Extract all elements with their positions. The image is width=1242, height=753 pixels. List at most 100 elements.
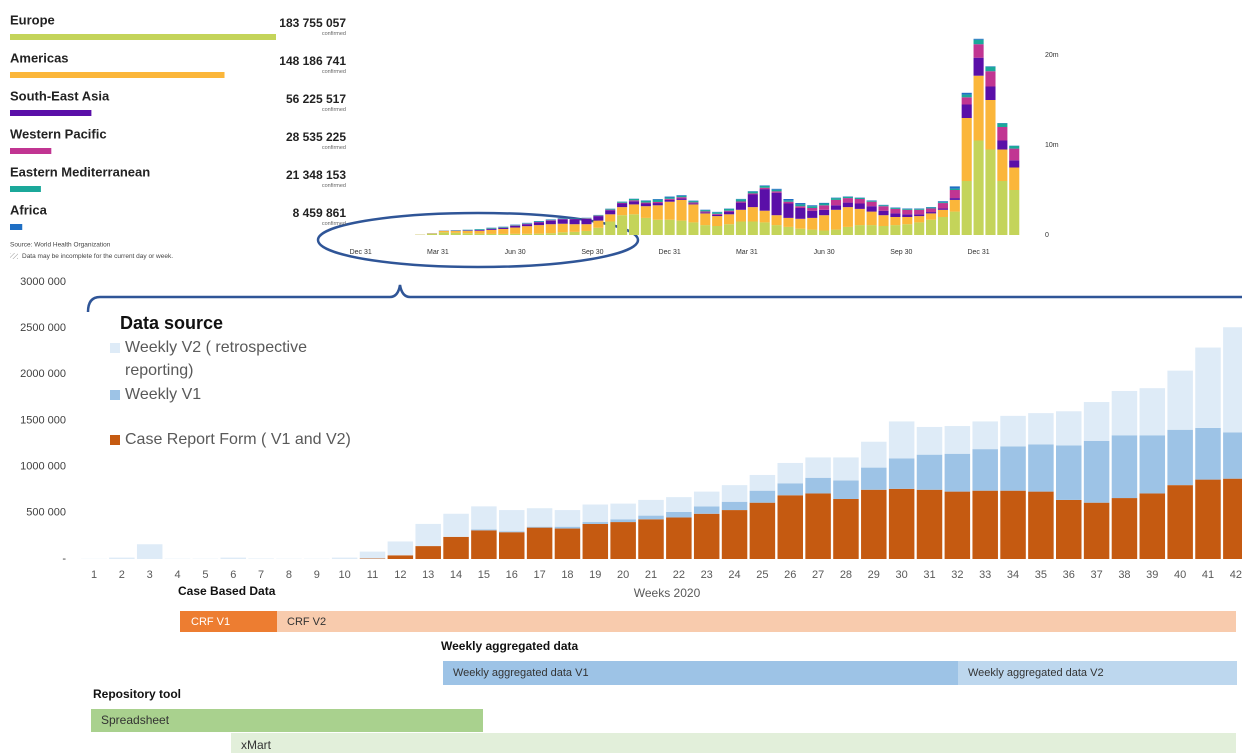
bar-segment bbox=[617, 201, 628, 203]
bar-segment bbox=[676, 199, 687, 221]
bar-segment bbox=[866, 225, 877, 235]
bar-segment bbox=[747, 221, 758, 235]
region-name: South-East Asia bbox=[10, 88, 110, 103]
bar-segment bbox=[1223, 327, 1242, 433]
bar-segment bbox=[510, 233, 521, 235]
region-bar bbox=[10, 34, 276, 40]
bar-segment bbox=[593, 216, 604, 221]
bar-segment bbox=[795, 203, 806, 205]
bar-segment bbox=[819, 209, 830, 216]
bar-segment bbox=[1111, 435, 1138, 499]
bar-segment bbox=[972, 449, 998, 491]
bar-segment bbox=[759, 222, 770, 235]
bar-segment bbox=[486, 233, 497, 235]
bar-segment bbox=[522, 233, 533, 235]
x-tick-label: 39 bbox=[1146, 569, 1158, 581]
x-tick-label: Mar 31 bbox=[736, 249, 758, 256]
bar-segment bbox=[830, 229, 842, 235]
bar-segment bbox=[972, 421, 998, 450]
bar-segment bbox=[830, 205, 842, 210]
bar-segment bbox=[450, 232, 461, 235]
y-tick-label: 500 000 bbox=[26, 507, 66, 519]
x-tick-label: Sep 30 bbox=[581, 249, 603, 256]
bar-segment bbox=[783, 199, 794, 201]
bar-segment bbox=[747, 207, 758, 222]
bar-segment bbox=[997, 123, 1008, 127]
bar-segment bbox=[937, 217, 948, 235]
bar-segment bbox=[628, 199, 640, 201]
bar-segment bbox=[888, 421, 915, 459]
x-tick-label: 33 bbox=[979, 569, 991, 581]
y-tick-label: 10m bbox=[1045, 142, 1059, 149]
bar-segment bbox=[926, 212, 937, 214]
bar-segment bbox=[807, 205, 818, 207]
bar-segment bbox=[795, 206, 806, 208]
y-tick-label: - bbox=[62, 553, 66, 565]
highlight-ellipse bbox=[316, 211, 640, 269]
bar-segment bbox=[759, 210, 770, 223]
bar-segment bbox=[777, 495, 803, 559]
bar-segment bbox=[833, 480, 859, 499]
region-count-label: confirmed bbox=[322, 145, 346, 151]
x-tick-label: 36 bbox=[1063, 569, 1075, 581]
bar-segment bbox=[771, 225, 782, 235]
bar-segment bbox=[331, 557, 358, 559]
legend: Data source Weekly V2 ( retrospective re… bbox=[104, 312, 364, 452]
bar-segment bbox=[807, 210, 818, 218]
bar-segment bbox=[486, 227, 497, 229]
bar-segment bbox=[617, 203, 628, 208]
bar-segment bbox=[693, 491, 720, 507]
bar-segment bbox=[498, 226, 509, 228]
bar-segment bbox=[807, 206, 818, 208]
bar-segment bbox=[1223, 478, 1242, 559]
bar-segment bbox=[610, 519, 636, 523]
region-count-label: confirmed bbox=[322, 107, 346, 113]
region-total: 21 348 153 bbox=[286, 168, 346, 182]
bar-segment bbox=[628, 204, 640, 215]
bar-segment bbox=[533, 222, 544, 226]
bar-segment bbox=[914, 214, 925, 217]
y-tick-label: 2000 000 bbox=[20, 368, 66, 380]
bar-segment bbox=[771, 192, 782, 216]
x-tick-label: 24 bbox=[728, 569, 740, 581]
bar-segment bbox=[712, 214, 723, 217]
bar-segment bbox=[545, 233, 556, 235]
bar-segment bbox=[676, 195, 687, 198]
bar-segment bbox=[866, 201, 877, 207]
x-tick-label: 25 bbox=[756, 569, 768, 581]
bar-segment bbox=[861, 489, 887, 559]
bar-segment bbox=[652, 203, 663, 206]
bar-segment bbox=[136, 544, 163, 559]
bar-segment bbox=[474, 233, 485, 235]
bar-segment bbox=[526, 526, 553, 528]
bar-segment bbox=[605, 221, 616, 235]
bar-segment bbox=[805, 457, 831, 478]
x-tick-label: 5 bbox=[202, 569, 208, 581]
bar-segment bbox=[902, 209, 913, 215]
bar-segment bbox=[861, 467, 887, 490]
bar-segment bbox=[819, 205, 830, 210]
x-tick-label: 2 bbox=[119, 569, 125, 581]
bar-segment bbox=[526, 527, 553, 559]
x-tick-label: 1 bbox=[91, 569, 97, 581]
bar-segment bbox=[997, 181, 1008, 235]
bar-segment bbox=[640, 203, 651, 207]
legend-label: Weekly V1 bbox=[125, 386, 202, 403]
bar-segment bbox=[759, 187, 770, 190]
x-tick-label: 32 bbox=[951, 569, 963, 581]
bar-segment bbox=[498, 227, 509, 229]
bar-segment bbox=[1139, 493, 1166, 559]
legend-title: Data source bbox=[120, 313, 224, 333]
bar-segment bbox=[554, 528, 581, 559]
bar-segment bbox=[688, 203, 699, 205]
bar-segment bbox=[522, 226, 533, 234]
bar-segment bbox=[878, 205, 889, 207]
timeline-bar-label: Weekly aggregated data V1 bbox=[453, 667, 589, 679]
bar-segment bbox=[1167, 485, 1193, 559]
bar-segment bbox=[783, 217, 794, 227]
bar-segment bbox=[747, 191, 758, 194]
x-tick-label: 29 bbox=[868, 569, 880, 581]
bar-segment bbox=[890, 217, 901, 226]
bar-segment bbox=[638, 515, 664, 520]
